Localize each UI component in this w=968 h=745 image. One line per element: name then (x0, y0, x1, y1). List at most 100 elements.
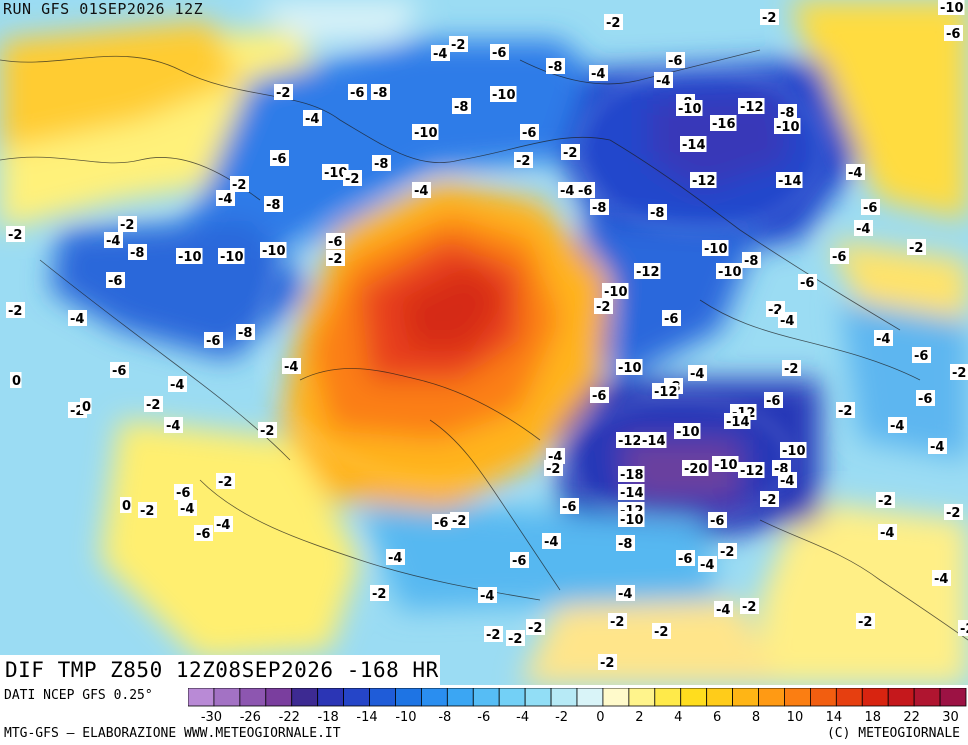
color-scale-tick-label: 0 (596, 710, 604, 724)
contour-label: -8 (373, 86, 387, 101)
contour-label: -2 (600, 656, 614, 671)
contour-label-bg (194, 525, 213, 541)
contour-label: -10 (604, 285, 628, 300)
contour-label-bg (776, 172, 803, 188)
contour-label: -2 (606, 16, 620, 31)
contour-label-bg (830, 248, 849, 264)
contour-label: -6 (664, 312, 678, 327)
contour-label: -2 (451, 38, 465, 53)
contour-label-bg (120, 497, 132, 513)
warm-region-southwest (100, 420, 360, 660)
contour-label-bg (710, 115, 737, 131)
contour-label: -12 (618, 434, 642, 449)
color-scale-swatch (887, 688, 915, 707)
color-scale-swatch (835, 688, 863, 707)
contour-label-bg (218, 248, 245, 264)
contour-label: -4 (780, 474, 794, 489)
contour-label: -18 (620, 468, 644, 483)
contour-label: -2 (486, 628, 500, 643)
contour-label-bg (652, 623, 671, 639)
contour-label-bg (928, 438, 947, 454)
contour-label: -4 (218, 192, 232, 207)
contour-label-bg (561, 144, 580, 160)
contour-label-bg (846, 164, 865, 180)
contour-label-bg (674, 423, 701, 439)
contour-label-bg (682, 460, 709, 476)
contour-label-bg (490, 86, 517, 102)
warm-region-north (250, 0, 420, 40)
contour-label: -6 (710, 514, 724, 529)
contour-label: -4 (180, 502, 194, 517)
contour-label-bg (270, 150, 289, 166)
contour-label: -10 (714, 458, 738, 473)
contour-label-bg (634, 263, 661, 279)
contour-label: -4 (880, 526, 894, 541)
color-scale-tick-label: 30 (942, 710, 959, 724)
contour-label-bg (774, 118, 801, 134)
contour-label: -10 (678, 102, 702, 117)
contour-label: -2 (508, 632, 522, 647)
contour-label: -2 (260, 424, 274, 439)
color-scale-swatch (395, 688, 422, 707)
contour-label-bg (432, 514, 451, 530)
contour-label-bg (520, 124, 539, 140)
contour-label-bg (80, 398, 92, 414)
contour-label: -4 (890, 419, 904, 434)
contour-label: -8 (592, 201, 606, 216)
contour-label-bg (662, 310, 681, 326)
contour-labels: -2-2-10-6-4-2-6-8-4-4-6-2-6-8-10-8-8-10-… (6, 0, 968, 671)
contour-label: -2 (120, 218, 134, 233)
contour-label-bg (676, 100, 703, 116)
contour-label-bg (618, 511, 645, 527)
contour-label: -10 (220, 250, 244, 265)
border-east (699, 299, 921, 381)
color-scale-swatch (680, 688, 708, 707)
contour-label: -4 (388, 551, 402, 566)
color-scale-tick-label: -10 (395, 710, 416, 724)
contour-label: -4 (930, 440, 944, 455)
color-scale-swatch (188, 688, 215, 707)
contour-label: 0 (122, 499, 131, 514)
contour-label-bg (546, 58, 565, 74)
color-scale-tick-label: -8 (438, 710, 451, 724)
warm-region-northwest (0, 20, 240, 150)
contour-label: -6 (492, 46, 506, 61)
contour-label: -4 (700, 558, 714, 573)
contour-label: -2 (878, 494, 892, 509)
contour-label-bg (618, 466, 645, 482)
contour-label: -2 (140, 504, 154, 519)
contour-label-bg (932, 570, 951, 586)
contour-label-bg (888, 417, 907, 433)
warm-region-southcentral (520, 600, 780, 685)
contour-label: -2 (909, 241, 923, 256)
color-scale-tick-label: -14 (356, 710, 377, 724)
contour-label-bg (712, 456, 739, 472)
contour-label-bg (874, 330, 893, 346)
contour-label-bg (654, 72, 673, 88)
contour-label-bg (714, 601, 733, 617)
contour-label: -2 (372, 587, 386, 602)
contour-label: -12 (692, 174, 716, 189)
contour-label: -2 (218, 475, 232, 490)
contour-label-bg (326, 250, 345, 266)
contour-label-bg (708, 512, 727, 528)
contour-label-bg (648, 204, 667, 220)
contour-label-bg (144, 396, 163, 412)
contour-label-bg (958, 620, 968, 636)
contour-label-bg (764, 392, 783, 408)
contour-label-bg (716, 263, 743, 279)
contour-label: -10 (676, 425, 700, 440)
temperature-anomaly-map: -2-2-10-6-4-2-6-8-4-4-6-2-6-8-10-8-8-10-… (0, 0, 968, 685)
contour-label: -10 (776, 120, 800, 135)
contour-label: -2 (946, 506, 960, 521)
contour-label: -16 (712, 117, 736, 132)
contour-label-bg (742, 252, 761, 268)
contour-label-bg (10, 372, 22, 388)
contour-label-bg (138, 502, 157, 518)
coastline-north (0, 55, 611, 163)
contour-label: -6 (206, 334, 220, 349)
coastline-southeast (759, 519, 968, 641)
contour-label-bg (386, 549, 405, 565)
contour-label-bg (652, 383, 679, 399)
